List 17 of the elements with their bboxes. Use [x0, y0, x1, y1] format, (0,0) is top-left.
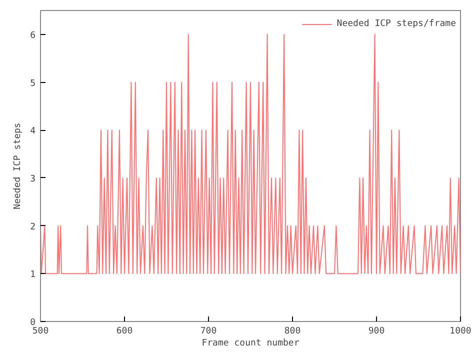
legend-label: Needed ICP steps/frame	[336, 19, 456, 29]
y-tick-label: 1	[30, 270, 36, 280]
x-axis-title: Frame count number	[202, 338, 300, 348]
x-tick-label: 800	[284, 326, 301, 336]
y-axis-title: Needed ICP steps	[13, 122, 24, 210]
x-tick-label: 1000	[450, 326, 472, 336]
line-series	[40, 34, 460, 274]
y-tick-label: 4	[30, 126, 36, 137]
y-tick-label: 2	[30, 222, 36, 232]
x-tick-label: 600	[116, 326, 133, 336]
x-tick-label: 700	[200, 326, 217, 336]
x-tick-label: 500	[32, 326, 49, 336]
y-tick-label: 6	[30, 30, 36, 41]
y-tick-label: 0	[30, 318, 36, 328]
y-tick-label: 5	[30, 78, 36, 89]
x-tick-label: 900	[368, 326, 385, 336]
y-tick-label: 3	[30, 174, 36, 184]
